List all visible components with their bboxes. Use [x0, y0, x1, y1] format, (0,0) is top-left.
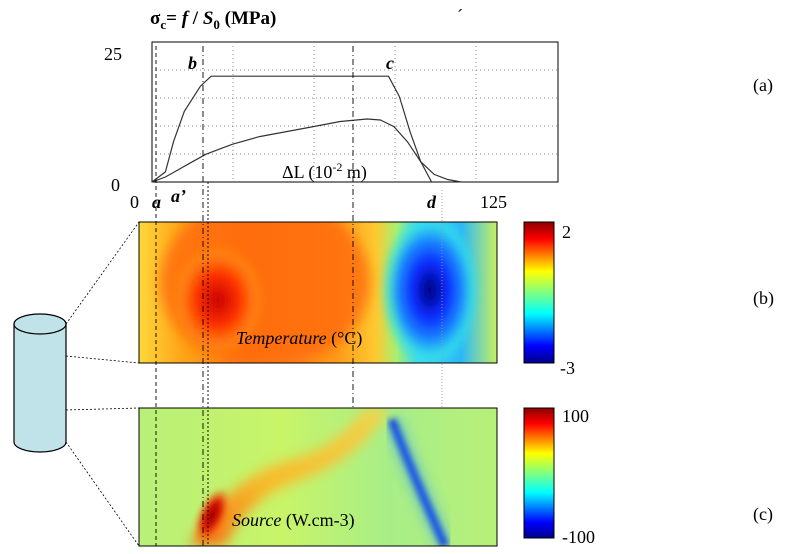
temperature-colorbar-min: -3 [560, 358, 575, 378]
panel-label-b: (b) [753, 288, 774, 309]
plot-frame [151, 41, 559, 183]
series-line-1 [151, 75, 443, 183]
series-line-2 [151, 118, 462, 183]
temperature-colorbar-max: 2 [562, 222, 571, 242]
temperature-hot-spot [170, 242, 266, 358]
series-layer [151, 75, 462, 183]
specimen-cylinder [13, 313, 67, 453]
point-a-label: a [152, 192, 161, 212]
xtick-left: 0 [130, 192, 139, 212]
panel-label-c: (c) [753, 504, 773, 525]
ytick-bottom: 0 [111, 175, 120, 195]
source-positive-band [190, 408, 390, 546]
x-axis-title: ΔL (10-2 m) [282, 160, 367, 183]
leader-lines [65, 221, 140, 547]
y-axis-title: σc= f / S0 (MPa) [150, 8, 276, 32]
stray-mark: ´ [457, 6, 463, 26]
source-colorbar [523, 407, 555, 539]
event-guide-lines [155, 46, 443, 546]
point-d-label: d [427, 192, 437, 212]
ytick-top: 25 [104, 44, 122, 64]
temperature-map: Temperature (°C) 2 -3 (b) [138, 221, 774, 378]
source-label: Source (W.cm-3) [232, 510, 355, 531]
temperature-cold-spot [380, 222, 480, 363]
stress-chart: σc= f / S0 (MPa) ´ 25 0 0 125 ΔL (10-2 m… [104, 6, 773, 212]
temperature-label: Temperature (°C) [236, 328, 362, 349]
source-colorbar-max: 100 [562, 406, 589, 426]
grid [152, 42, 558, 182]
point-c-label: c [386, 53, 394, 73]
temperature-colorbar [523, 221, 555, 364]
xtick-right: 125 [480, 192, 507, 212]
point-a-prime-label: a’ [171, 186, 186, 206]
panel-label-a: (a) [753, 75, 773, 96]
source-colorbar-min: -100 [562, 527, 595, 547]
point-b-label: b [188, 53, 197, 73]
source-map: Source (W.cm-3) 100 -100 (c) [138, 406, 773, 547]
